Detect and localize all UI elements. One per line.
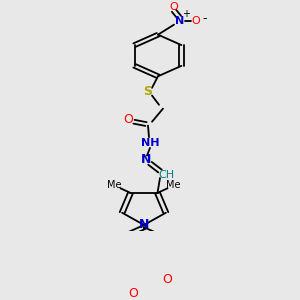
Text: +: +: [182, 9, 190, 19]
Text: O: O: [128, 287, 138, 300]
Text: N: N: [139, 218, 149, 232]
Text: N: N: [141, 153, 151, 166]
Text: O: O: [192, 16, 200, 26]
Text: O: O: [169, 2, 178, 12]
Text: O: O: [162, 273, 172, 286]
Text: NH: NH: [141, 137, 159, 148]
Text: Me: Me: [107, 180, 122, 190]
Text: O: O: [123, 113, 133, 126]
Text: Me: Me: [166, 180, 181, 190]
Text: -: -: [203, 12, 207, 25]
Text: S: S: [143, 85, 152, 98]
Text: N: N: [176, 16, 184, 26]
Text: CH: CH: [158, 170, 174, 180]
